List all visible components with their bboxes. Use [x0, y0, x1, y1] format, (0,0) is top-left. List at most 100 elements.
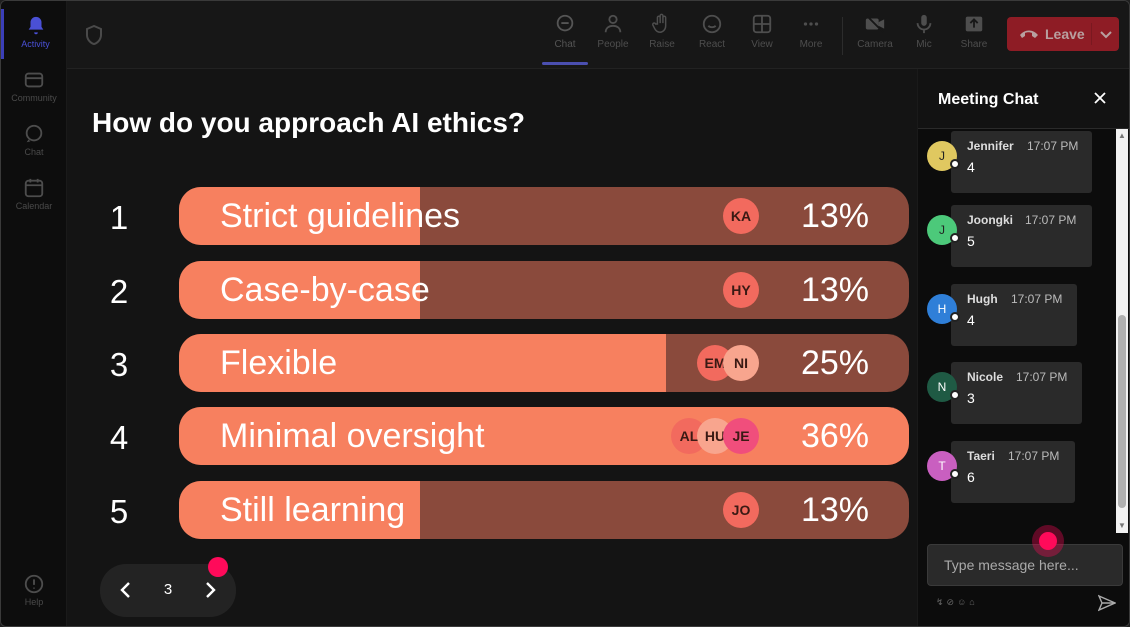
rail-label: Chat	[24, 147, 44, 157]
message-text: 5	[967, 233, 975, 249]
toolbar-label: People	[597, 39, 629, 50]
page-number: 3	[163, 581, 173, 598]
option-bar-fill	[179, 481, 420, 539]
toolbar-react-button[interactable]: React	[689, 11, 735, 61]
presence-indicator	[950, 390, 960, 400]
presence-indicator	[950, 312, 960, 322]
close-icon[interactable]	[1093, 91, 1107, 105]
message-text: 4	[967, 159, 975, 175]
toolbar-raise-button[interactable]: Raise	[639, 11, 685, 61]
option-label: Flexible	[220, 344, 338, 382]
option-percent: 13%	[800, 491, 869, 529]
message-text: 6	[967, 469, 975, 485]
message-bubble: Nicole 17:07 PM 3	[951, 362, 1082, 424]
chat-message-input[interactable]	[927, 544, 1123, 586]
sender-name: Joongki	[967, 213, 1014, 227]
send-icon[interactable]	[1098, 594, 1116, 612]
rail-item-calendar[interactable]: Calendar	[1, 171, 67, 221]
toolbar-view-button[interactable]: View	[739, 11, 785, 61]
sender-name: Hugh	[967, 292, 998, 306]
scroll-up-arrow[interactable]: ▲	[1118, 131, 1126, 140]
toolbar-more-button[interactable]: More	[788, 11, 834, 61]
option-number: 1	[109, 199, 129, 236]
option-percent: 13%	[800, 197, 869, 235]
message-bubble: Hugh 17:07 PM 4	[951, 284, 1077, 346]
option-label: Case-by-case	[220, 271, 430, 309]
option-label: Minimal oversight	[220, 417, 485, 455]
toolbar-chat-button[interactable]: Chat	[542, 11, 588, 65]
option-bar: Flexible EM NI 25%	[179, 334, 909, 392]
toolbar-people-button[interactable]: People	[590, 11, 636, 61]
people-icon	[604, 14, 622, 33]
message-text: 4	[967, 312, 975, 328]
phone-hangup-icon	[1020, 30, 1038, 38]
option-number: 5	[109, 493, 129, 530]
chat-message: Jennifer 17:07 PM 4 J	[918, 131, 1116, 195]
toolbar-label: Raise	[649, 39, 675, 50]
toolbar-label: Camera	[857, 39, 893, 50]
raise-hand-icon	[652, 13, 667, 33]
poll-option[interactable]: 3 Flexible EM NI 25%	[101, 334, 911, 392]
leave-divider	[1091, 23, 1092, 45]
message-bubble: Joongki 17:07 PM 5	[951, 205, 1092, 267]
mic-icon	[916, 14, 932, 34]
more-icon	[803, 22, 819, 26]
voter-avatar: NI	[723, 345, 759, 381]
poll-option[interactable]: 1 Strict guidelines KA 13%	[101, 187, 911, 245]
poll-question: How do you approach AI ethics?	[92, 107, 526, 138]
poll-option[interactable]: 5 Still learning JO 13%	[101, 481, 911, 539]
scroll-down-arrow[interactable]: ▼	[1118, 521, 1126, 530]
leave-button[interactable]: Leave	[1007, 17, 1119, 51]
toolbar-label: Share	[960, 39, 988, 50]
rail-item-chat[interactable]: Chat	[1, 117, 67, 167]
option-number: 2	[109, 273, 129, 310]
chat-message: Hugh 17:07 PM 4 H	[918, 284, 1116, 348]
chevron-down-icon[interactable]	[1099, 27, 1113, 41]
option-number: 3	[109, 346, 129, 383]
notification-dot	[208, 557, 228, 577]
voter-avatar: KA	[723, 198, 759, 234]
option-bar: Strict guidelines KA 13%	[179, 187, 909, 245]
share-icon	[965, 16, 983, 32]
option-label: Still learning	[220, 491, 406, 529]
toolbar-label: More	[799, 39, 823, 50]
poll-option[interactable]: 2 Case-by-case HY 13%	[101, 261, 911, 319]
option-bar: Minimal oversight AL HU JE 36%	[179, 407, 909, 465]
presence-indicator	[950, 469, 960, 479]
rail-label: Community	[11, 93, 57, 103]
chevron-left-icon[interactable]	[116, 580, 136, 600]
toolbar-label: React	[698, 39, 726, 50]
rail-item-activity[interactable]: Activity	[1, 9, 67, 59]
leave-label: Leave	[1045, 26, 1085, 42]
rail-item-help[interactable]: Help	[1, 567, 67, 617]
rail-item-community[interactable]: Community	[1, 63, 67, 113]
react-icon	[702, 14, 722, 34]
scroll-thumb[interactable]	[1118, 315, 1126, 508]
option-bar-fill	[179, 407, 909, 465]
option-bar: Case-by-case HY 13%	[179, 261, 909, 319]
meeting-toolbar: Chat People Raise React View More Camera	[67, 1, 1129, 69]
presence-indicator	[950, 233, 960, 243]
bell-icon	[28, 16, 43, 35]
poll-option[interactable]: 4 Minimal oversight AL HU JE 36%	[101, 407, 911, 465]
chevron-right-icon[interactable]	[200, 580, 220, 600]
option-percent: 36%	[800, 417, 869, 455]
option-bar-fill	[179, 334, 666, 392]
chat-title: Meeting Chat	[938, 91, 1039, 108]
option-percent: 25%	[800, 344, 869, 382]
presence-indicator	[950, 159, 960, 169]
toolbar-share-button[interactable]: Share	[951, 11, 997, 61]
community-icon	[24, 72, 44, 88]
option-label: Strict guidelines	[220, 197, 461, 235]
rail-label: Activity	[21, 39, 50, 49]
option-bar-fill	[179, 261, 420, 319]
chat-header: Meeting Chat	[918, 69, 1129, 129]
format-icons[interactable]: ↯⊘☺⌂	[936, 597, 978, 607]
chat-message: Taeri 17:07 PM 6 T	[918, 441, 1116, 505]
chat-scrollbar[interactable]: ▲ ▼	[1116, 129, 1128, 533]
chat-message: Nicole 17:07 PM 3 N	[918, 362, 1116, 426]
toolbar-mic-button[interactable]: Mic	[901, 11, 947, 61]
chat-bubble-icon	[556, 14, 574, 32]
toolbar-camera-button[interactable]: Camera	[852, 11, 898, 61]
